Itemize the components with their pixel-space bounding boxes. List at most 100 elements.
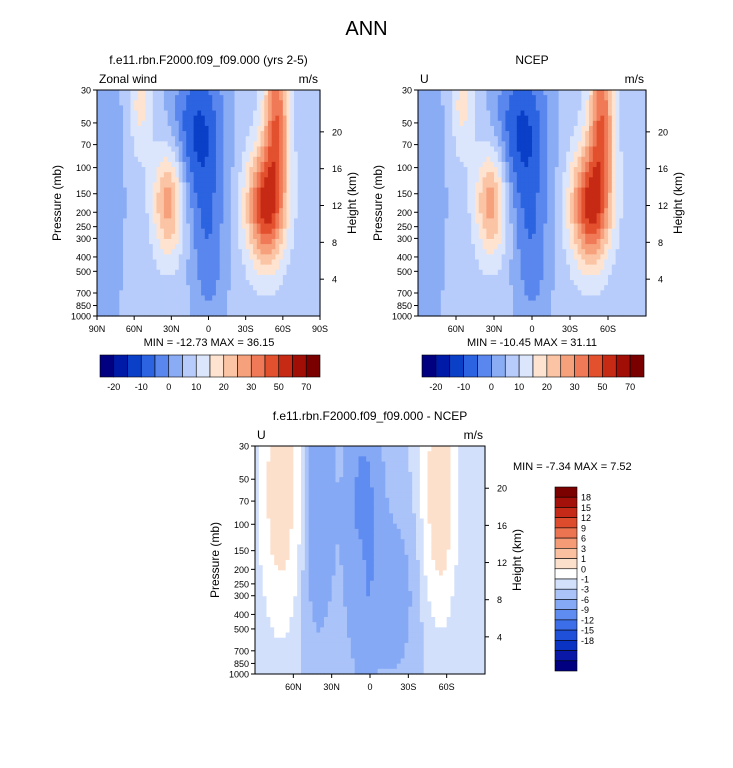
field-cell [175,187,180,194]
field-cell [589,208,594,214]
field-cell [223,161,228,168]
field-cell [108,305,113,312]
field-cell [256,238,262,245]
field-cell [448,203,453,209]
field-cell [475,151,480,158]
field-cell [212,238,217,245]
field-cell [532,120,537,127]
field-cell [611,187,617,194]
field-cell [520,100,525,107]
field-cell [286,249,291,255]
field-cell [212,151,217,158]
field-cell [212,295,217,302]
field-cell [547,177,552,184]
field-cell [123,146,128,153]
field-cell [490,90,495,96]
field-cell [444,238,449,245]
field-cell [490,203,495,209]
field-cell [516,274,522,281]
field-cell [305,197,310,204]
field-cell [212,208,217,214]
field-cell [418,156,423,163]
field-cell [126,151,132,158]
field-cell [437,218,442,225]
field-cell [104,100,109,107]
field-cell [167,161,172,168]
field-cell [100,305,106,312]
field-cell [160,146,165,153]
field-cell [600,177,605,184]
field-cell [282,238,288,245]
field-cell [182,285,187,291]
field-cell [241,310,247,317]
field-cell [452,280,457,286]
field-cell [490,244,495,250]
field-cell [149,228,154,235]
field-cell [490,249,495,255]
field-cell [241,182,247,189]
field-cell [197,269,202,276]
field-cell [219,280,224,286]
field-cell [119,90,124,96]
field-cell [532,228,537,235]
field-cell [475,244,480,250]
field-cell [156,120,161,127]
field-cell [452,151,457,158]
field-cell [212,254,217,261]
field-cell [104,141,109,148]
field-cell [528,259,533,266]
field-cell [238,90,243,96]
field-cell [111,192,117,199]
field-cell [604,172,609,178]
field-cell [100,100,106,107]
field-cell [539,192,544,199]
field-cell [516,228,522,235]
field-cell [160,310,165,317]
field-cell [215,218,221,225]
field-cell [566,167,571,173]
field-cell [267,218,273,225]
field-cell [227,233,232,240]
field-cell [596,264,601,271]
field-cell [227,172,232,178]
field-cell [505,249,510,255]
field-cell [418,274,423,281]
field-cell [119,100,124,107]
field-cell [509,161,514,168]
field-cell [201,203,206,209]
field-cell [543,151,548,158]
field-cell [115,280,120,286]
field-cell [615,254,620,261]
field-cell [230,274,236,281]
field-cell [290,269,295,276]
field-cell [608,90,613,96]
field-cell [156,141,161,148]
field-cell [212,146,217,153]
field-cell [264,223,269,230]
field-cell [467,161,472,168]
field-cell [297,182,303,189]
field-cell [234,274,239,281]
field-cell [577,182,582,189]
field-cell [175,136,180,142]
field-cell [145,161,150,168]
field-cell [149,131,154,137]
field-cell [234,95,239,101]
field-cell [513,238,518,245]
field-cell [186,120,191,127]
field-cell [623,172,628,178]
field-cell [592,136,598,142]
field-cell [581,187,586,194]
field-cell [267,115,273,122]
field-cell [260,238,265,245]
field-cell [260,136,265,142]
field-cell [253,136,258,142]
field-cell [130,213,135,220]
field-cell [463,110,468,117]
field-cell [482,125,487,132]
field-cell [642,249,647,255]
field-cell [282,228,288,235]
field-cell [308,90,314,96]
field-cell [471,182,476,189]
field-cell [234,182,239,189]
